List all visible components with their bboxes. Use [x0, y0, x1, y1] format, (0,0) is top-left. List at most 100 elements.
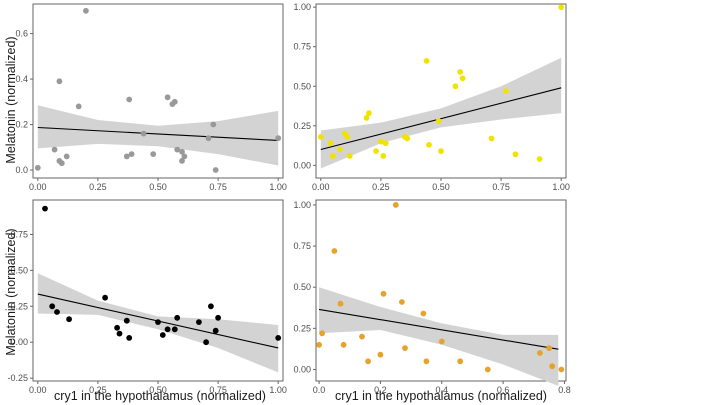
data-point: [179, 158, 185, 164]
data-point: [51, 146, 58, 153]
y-tick-label: 0.25: [293, 323, 311, 333]
y-tick-label: 0.75: [293, 241, 311, 251]
x-tick-label: 1.00: [269, 385, 287, 395]
data-point: [171, 98, 178, 105]
confidence-band: [319, 287, 559, 386]
data-point: [75, 103, 82, 110]
data-point: [126, 96, 133, 103]
data-point: [365, 358, 371, 365]
y-tick-label: 0.50: [293, 282, 311, 292]
data-point: [126, 335, 133, 341]
data-point: [212, 327, 219, 334]
x-tick-label: 0.75: [209, 182, 227, 192]
data-point: [123, 317, 130, 324]
data-point: [337, 146, 343, 153]
x-tick-label: 0.00: [29, 182, 47, 192]
data-point: [181, 153, 188, 160]
data-point: [366, 110, 372, 116]
data-point: [159, 332, 166, 338]
data-point: [63, 153, 70, 160]
x-tick-label: 0.4: [436, 385, 449, 395]
data-point: [373, 148, 379, 155]
data-point: [327, 140, 334, 147]
data-point: [205, 135, 212, 142]
data-point: [212, 167, 219, 173]
data-point: [546, 345, 552, 351]
data-point: [359, 333, 365, 340]
data-point: [331, 248, 338, 254]
data-point: [164, 94, 171, 101]
data-point: [155, 319, 161, 325]
data-point: [382, 140, 389, 147]
y-tick-label: 0.50: [293, 81, 311, 91]
data-point: [179, 148, 185, 155]
regression-line: [37, 126, 279, 142]
confidence-band: [37, 105, 279, 166]
x-axis-title-left: cry1 in the hypothalamus (normalized): [54, 389, 266, 403]
y-tick-label: 0.6: [15, 29, 28, 39]
x-tick-label: 0.25: [372, 182, 390, 192]
y-tick-label: 1.00: [293, 2, 311, 12]
data-point: [378, 138, 384, 145]
y-tick-label: 0.75: [10, 229, 28, 239]
data-point: [203, 339, 210, 346]
y-tick-label: 0.50: [10, 265, 28, 275]
data-point: [423, 58, 430, 64]
data-point: [319, 330, 325, 337]
x-tick-label: 0.25: [89, 385, 107, 395]
data-point: [66, 316, 72, 323]
data-point: [128, 151, 135, 158]
data-point: [537, 350, 543, 356]
data-point: [150, 151, 157, 158]
data-point: [174, 314, 181, 321]
data-point: [438, 338, 445, 345]
data-point: [340, 341, 347, 348]
data-point: [316, 341, 322, 348]
x-tick-label: 0.75: [209, 385, 227, 395]
data-point: [196, 319, 202, 325]
regression-line: [318, 308, 559, 350]
y-tick-label: 0.25: [293, 121, 311, 131]
y-tick-label: -0.25: [7, 373, 28, 383]
data-point: [549, 363, 556, 370]
x-axis-title-right: cry1 in the hypothalamus (normalized): [335, 389, 547, 403]
data-point: [399, 299, 405, 305]
panel-top-left: 0.00 0.25 0.50 0.75 1.00 0.0 0.2 0.4 0.6: [15, 3, 287, 192]
y-axis-title-top: Melatonin (normalized): [4, 36, 18, 163]
data-point: [171, 326, 178, 333]
data-point: [392, 202, 399, 208]
data-point: [452, 83, 459, 90]
data-point: [484, 366, 491, 373]
data-point: [49, 303, 56, 310]
data-point: [377, 351, 384, 358]
data-point: [420, 310, 427, 317]
x-tick-label: 0.50: [432, 182, 450, 192]
data-point: [56, 78, 63, 85]
x-tick-label: 0.8: [558, 385, 571, 395]
x-tick-label: 0.2: [374, 385, 387, 395]
data-point: [558, 366, 565, 373]
data-point: [275, 135, 282, 142]
y-axis-title-bottom: Melatonin (normalized): [4, 228, 18, 355]
data-point: [435, 118, 442, 124]
panel-top-right: 0.00 0.25 0.50 0.75 1.00 0.00 0.25 0.50 0.75 1.00: [293, 2, 569, 192]
data-point: [116, 330, 123, 337]
x-tick-label: 0.0: [313, 385, 326, 395]
y-tick-label: 0.00: [293, 160, 311, 170]
y-tick-label: 0.4: [15, 74, 28, 84]
panel-bottom-right: 0.0 0.2 0.4 0.6 0.8 0.00 0.25 0.50 0.75 1.00: [293, 199, 571, 395]
x-tick-label: 0.50: [149, 182, 167, 192]
y-tick-label: 0.00: [10, 337, 28, 347]
data-point: [42, 205, 48, 212]
y-tick-label: 0.0: [15, 165, 28, 175]
y-tick-label: 1.00: [293, 200, 311, 210]
data-point: [164, 326, 171, 333]
data-point: [558, 4, 565, 11]
data-point: [174, 146, 181, 153]
x-tick-label: 0.75: [492, 182, 510, 192]
data-point: [210, 121, 217, 128]
data-point: [457, 358, 464, 365]
x-tick-label: 1.00: [269, 182, 287, 192]
x-tick-label: 0.25: [89, 182, 107, 192]
